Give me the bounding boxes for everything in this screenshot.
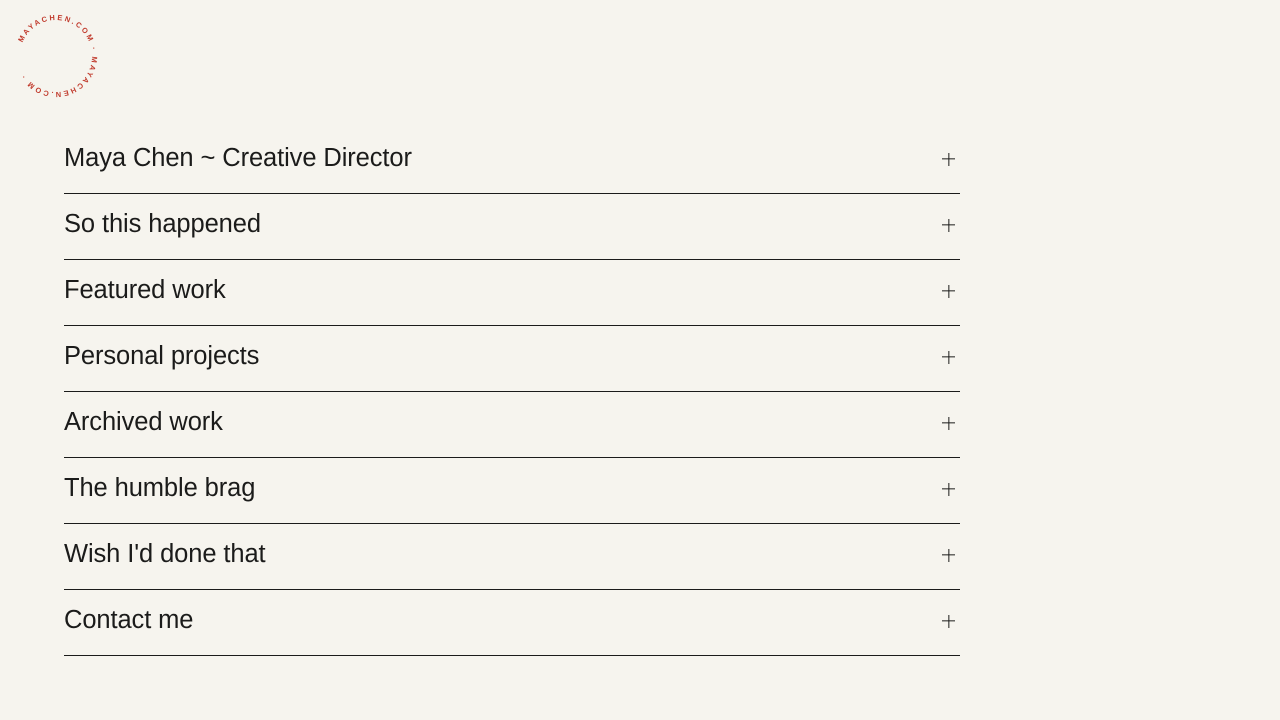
accordion-item-archived-work[interactable]: Archived work bbox=[64, 392, 960, 458]
accordion-item-contact-me[interactable]: Contact me bbox=[64, 590, 960, 656]
accordion-item-label: Wish I'd done that bbox=[64, 540, 266, 569]
plus-icon[interactable] bbox=[942, 285, 955, 298]
plus-icon[interactable] bbox=[942, 219, 955, 232]
accordion-item-wish-id-done-that[interactable]: Wish I'd done that bbox=[64, 524, 960, 590]
accordion-item-personal-projects[interactable]: Personal projects bbox=[64, 326, 960, 392]
plus-icon[interactable] bbox=[942, 549, 955, 562]
accordion-item-label: Featured work bbox=[64, 276, 226, 305]
plus-icon[interactable] bbox=[942, 483, 955, 496]
accordion-item-label: The humble brag bbox=[64, 474, 256, 503]
accordion-item-label: Archived work bbox=[64, 408, 223, 437]
plus-icon[interactable] bbox=[942, 615, 955, 628]
accordion-item-label: So this happened bbox=[64, 210, 261, 239]
accordion-item-so-this-happened[interactable]: So this happened bbox=[64, 194, 960, 260]
plus-icon[interactable] bbox=[942, 351, 955, 364]
logo-ring-text: MAYACHEN.COM · MAYACHEN.COM · bbox=[16, 13, 99, 99]
plus-icon[interactable] bbox=[942, 417, 955, 430]
accordion-list: Maya Chen ~ Creative Director So this ha… bbox=[64, 128, 960, 656]
plus-icon[interactable] bbox=[942, 153, 955, 166]
accordion-item-the-humble-brag[interactable]: The humble brag bbox=[64, 458, 960, 524]
accordion-item-label: Personal projects bbox=[64, 342, 260, 371]
accordion-item-label: Contact me bbox=[64, 606, 194, 635]
circular-logo-icon: MAYACHEN.COM · MAYACHEN.COM · bbox=[16, 13, 99, 99]
accordion-item-maya-chen-creative-director[interactable]: Maya Chen ~ Creative Director bbox=[64, 128, 960, 194]
accordion-item-featured-work[interactable]: Featured work bbox=[64, 260, 960, 326]
site-logo[interactable]: MAYACHEN.COM · MAYACHEN.COM · bbox=[10, 10, 102, 102]
accordion-item-label: Maya Chen ~ Creative Director bbox=[64, 144, 412, 173]
